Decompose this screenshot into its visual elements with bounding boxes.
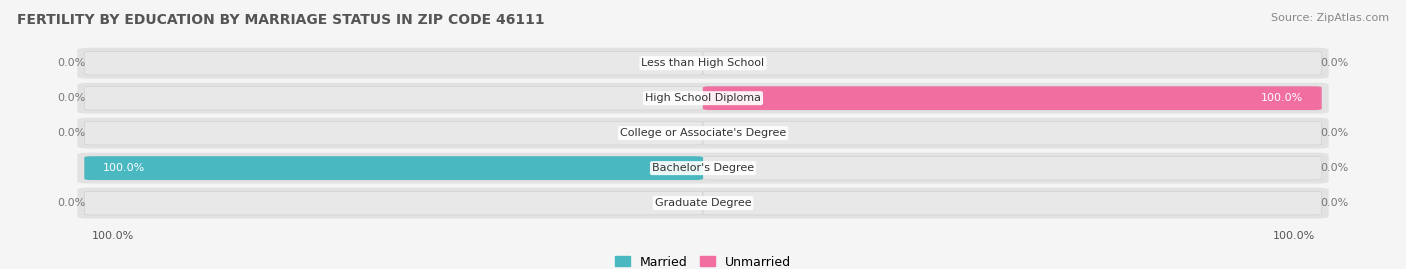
Text: 100.0%: 100.0% xyxy=(91,231,134,241)
Text: 0.0%: 0.0% xyxy=(1320,198,1348,208)
Text: 100.0%: 100.0% xyxy=(1261,93,1303,103)
Text: College or Associate's Degree: College or Associate's Degree xyxy=(620,128,786,138)
Text: FERTILITY BY EDUCATION BY MARRIAGE STATUS IN ZIP CODE 46111: FERTILITY BY EDUCATION BY MARRIAGE STATU… xyxy=(17,13,544,27)
Text: 100.0%: 100.0% xyxy=(1272,231,1315,241)
FancyBboxPatch shape xyxy=(77,83,1329,114)
FancyBboxPatch shape xyxy=(703,121,1322,145)
FancyBboxPatch shape xyxy=(84,156,703,180)
FancyBboxPatch shape xyxy=(77,48,1329,79)
Text: Less than High School: Less than High School xyxy=(641,58,765,68)
FancyBboxPatch shape xyxy=(703,156,1322,180)
Text: 0.0%: 0.0% xyxy=(58,93,86,103)
Text: 0.0%: 0.0% xyxy=(58,128,86,138)
Text: 0.0%: 0.0% xyxy=(1320,163,1348,173)
Legend: Married, Unmarried: Married, Unmarried xyxy=(610,250,796,269)
Text: High School Diploma: High School Diploma xyxy=(645,93,761,103)
FancyBboxPatch shape xyxy=(84,86,703,110)
FancyBboxPatch shape xyxy=(84,191,703,215)
Text: 100.0%: 100.0% xyxy=(103,163,145,173)
FancyBboxPatch shape xyxy=(77,188,1329,218)
Text: Graduate Degree: Graduate Degree xyxy=(655,198,751,208)
Text: 0.0%: 0.0% xyxy=(58,58,86,68)
Text: 0.0%: 0.0% xyxy=(1320,58,1348,68)
FancyBboxPatch shape xyxy=(84,51,703,75)
Text: Bachelor's Degree: Bachelor's Degree xyxy=(652,163,754,173)
Text: 0.0%: 0.0% xyxy=(1320,128,1348,138)
FancyBboxPatch shape xyxy=(84,121,703,145)
FancyBboxPatch shape xyxy=(84,156,703,180)
Text: Source: ZipAtlas.com: Source: ZipAtlas.com xyxy=(1271,13,1389,23)
FancyBboxPatch shape xyxy=(77,153,1329,183)
FancyBboxPatch shape xyxy=(703,86,1322,110)
FancyBboxPatch shape xyxy=(77,118,1329,148)
FancyBboxPatch shape xyxy=(703,51,1322,75)
FancyBboxPatch shape xyxy=(703,86,1322,110)
Text: 0.0%: 0.0% xyxy=(58,198,86,208)
FancyBboxPatch shape xyxy=(703,191,1322,215)
